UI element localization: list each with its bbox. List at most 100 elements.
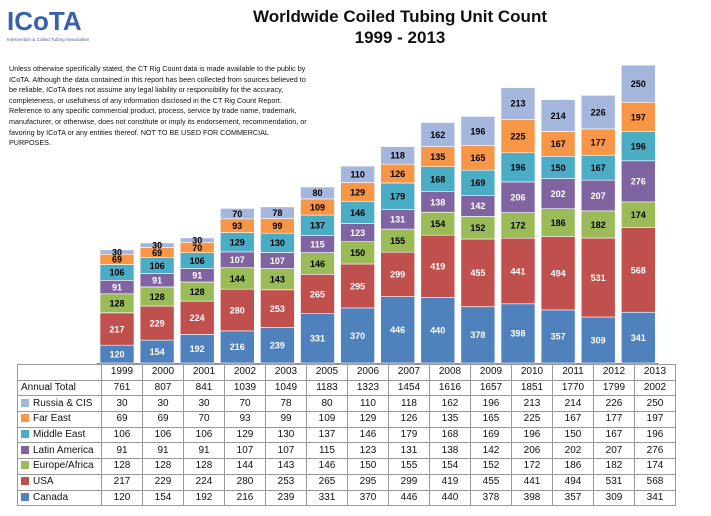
legend-entry: Far East [17, 411, 102, 428]
table-cell: 106 [183, 426, 225, 444]
bar-segment [580, 179, 616, 212]
data-label: 80 [312, 188, 322, 198]
data-label: 128 [150, 292, 165, 302]
bar-segment [540, 178, 576, 210]
title-block: Worldwide Coiled Tubing Unit Count 1999 … [150, 6, 650, 48]
table-row: Russia & CIS 30 30 30 70 78 80 110 118 162 196 213 2… [17, 395, 676, 413]
bar-segment [99, 249, 135, 255]
data-label: 144 [230, 274, 245, 284]
table-cell: 1657 [470, 379, 512, 397]
data-label: 265 [310, 289, 325, 299]
data-label: 214 [551, 111, 566, 121]
table-row: Europe/Africa 128 128 128 144 143 146 150 155 154… [17, 458, 676, 475]
data-label: 357 [551, 332, 566, 342]
bar-segment [380, 182, 416, 210]
bar-segment [500, 303, 536, 364]
table-cell: 129 [347, 411, 389, 428]
data-label: 91 [152, 276, 162, 286]
table-cell: 224 [183, 473, 225, 491]
table-cell: 265 [306, 473, 348, 491]
data-label: 91 [192, 271, 202, 281]
legend-swatch [21, 414, 29, 423]
bar-segment [540, 99, 576, 132]
table-cell: 331 [306, 489, 348, 507]
table-cell: 172 [511, 458, 553, 475]
data-label: 494 [551, 268, 566, 278]
table-cell: 154 [142, 489, 184, 507]
table-cell: 309 [593, 489, 635, 507]
bar-segment [620, 201, 656, 229]
data-label: 224 [190, 313, 205, 323]
table-cell: 128 [101, 458, 143, 475]
table-cell: 70 [183, 411, 225, 428]
table-cell: 168 [429, 426, 471, 444]
table-cell: 280 [224, 473, 266, 491]
bar-segment [460, 116, 496, 146]
legend-entry: Middle East [17, 426, 102, 444]
tick-label: 2006 [347, 364, 389, 381]
data-label: 131 [390, 215, 405, 225]
data-label: 331 [310, 334, 325, 344]
table-corner-cell [17, 364, 102, 381]
bar-segment [540, 236, 576, 311]
data-label: 202 [551, 189, 566, 199]
table-cell: 214 [552, 395, 594, 413]
data-table: 1999 2000 2001 2002 2003 2005 2006 2007 2008 2009… [17, 364, 676, 507]
table-cell: 150 [347, 458, 389, 475]
data-label: 172 [510, 221, 525, 231]
table-cell: 138 [429, 442, 471, 460]
data-label: 196 [470, 126, 485, 136]
data-label: 143 [270, 275, 285, 285]
legend-label: Canada [33, 491, 69, 503]
data-label: 239 [270, 341, 285, 351]
table-cell: 169 [470, 426, 512, 444]
data-label: 30 [152, 241, 162, 251]
tick-label: 2010 [511, 364, 553, 381]
table-cell: 167 [593, 426, 635, 444]
table-cell: 1049 [265, 379, 307, 397]
data-label: 150 [350, 248, 365, 258]
table-cell: 1851 [511, 379, 553, 397]
tick-label: 2013 [634, 364, 676, 381]
data-label: 135 [430, 152, 445, 162]
table-cell: 162 [429, 395, 471, 413]
data-label: 110 [350, 170, 365, 180]
table-cell: 146 [347, 426, 389, 444]
table-row: Middle East 106 106 106 129 130 137 146 179 168 16… [17, 426, 676, 444]
bar-segment [380, 146, 416, 165]
table-cell: 186 [552, 458, 594, 475]
data-label: 118 [390, 151, 405, 161]
bar-segment [580, 210, 616, 239]
bar-segment [500, 212, 536, 239]
table-cell: 165 [470, 411, 512, 428]
table-cell: 370 [347, 489, 389, 507]
table-cell: 1616 [429, 379, 471, 397]
data-label: 146 [310, 259, 325, 269]
legend-label: Russia & CIS [33, 397, 93, 409]
table-cell: 177 [593, 411, 635, 428]
legend-label: Europe/Africa [33, 460, 94, 472]
table-cell: 357 [552, 489, 594, 507]
table-cell: 174 [634, 458, 676, 475]
table-cell: 455 [470, 473, 512, 491]
table-row: USA 217 229 224 280 253 265 295 299 419 455 441 494 5… [17, 473, 676, 491]
table-cell: 167 [552, 411, 594, 428]
data-label: 123 [350, 228, 365, 238]
data-label: 167 [551, 139, 566, 149]
table-cell: 250 [634, 395, 676, 413]
table-cell: 196 [634, 426, 676, 444]
data-label: 217 [109, 324, 124, 334]
data-label: 196 [631, 142, 646, 152]
table-row-annual-total: Annual Total 761 807 841 1039 1049 1183 1323 145… [17, 379, 676, 397]
data-label: 162 [430, 130, 445, 140]
table-cell: 299 [388, 473, 430, 491]
legend-label: Far East [33, 413, 71, 425]
table-cell: 568 [634, 473, 676, 491]
bar-segment [620, 160, 656, 203]
data-label: 78 [272, 208, 282, 218]
table-cell: 107 [265, 442, 307, 460]
table-cell: 1039 [224, 379, 266, 397]
table-cell: 229 [142, 473, 184, 491]
data-label: 129 [230, 238, 245, 248]
table-cell: 131 [388, 442, 430, 460]
